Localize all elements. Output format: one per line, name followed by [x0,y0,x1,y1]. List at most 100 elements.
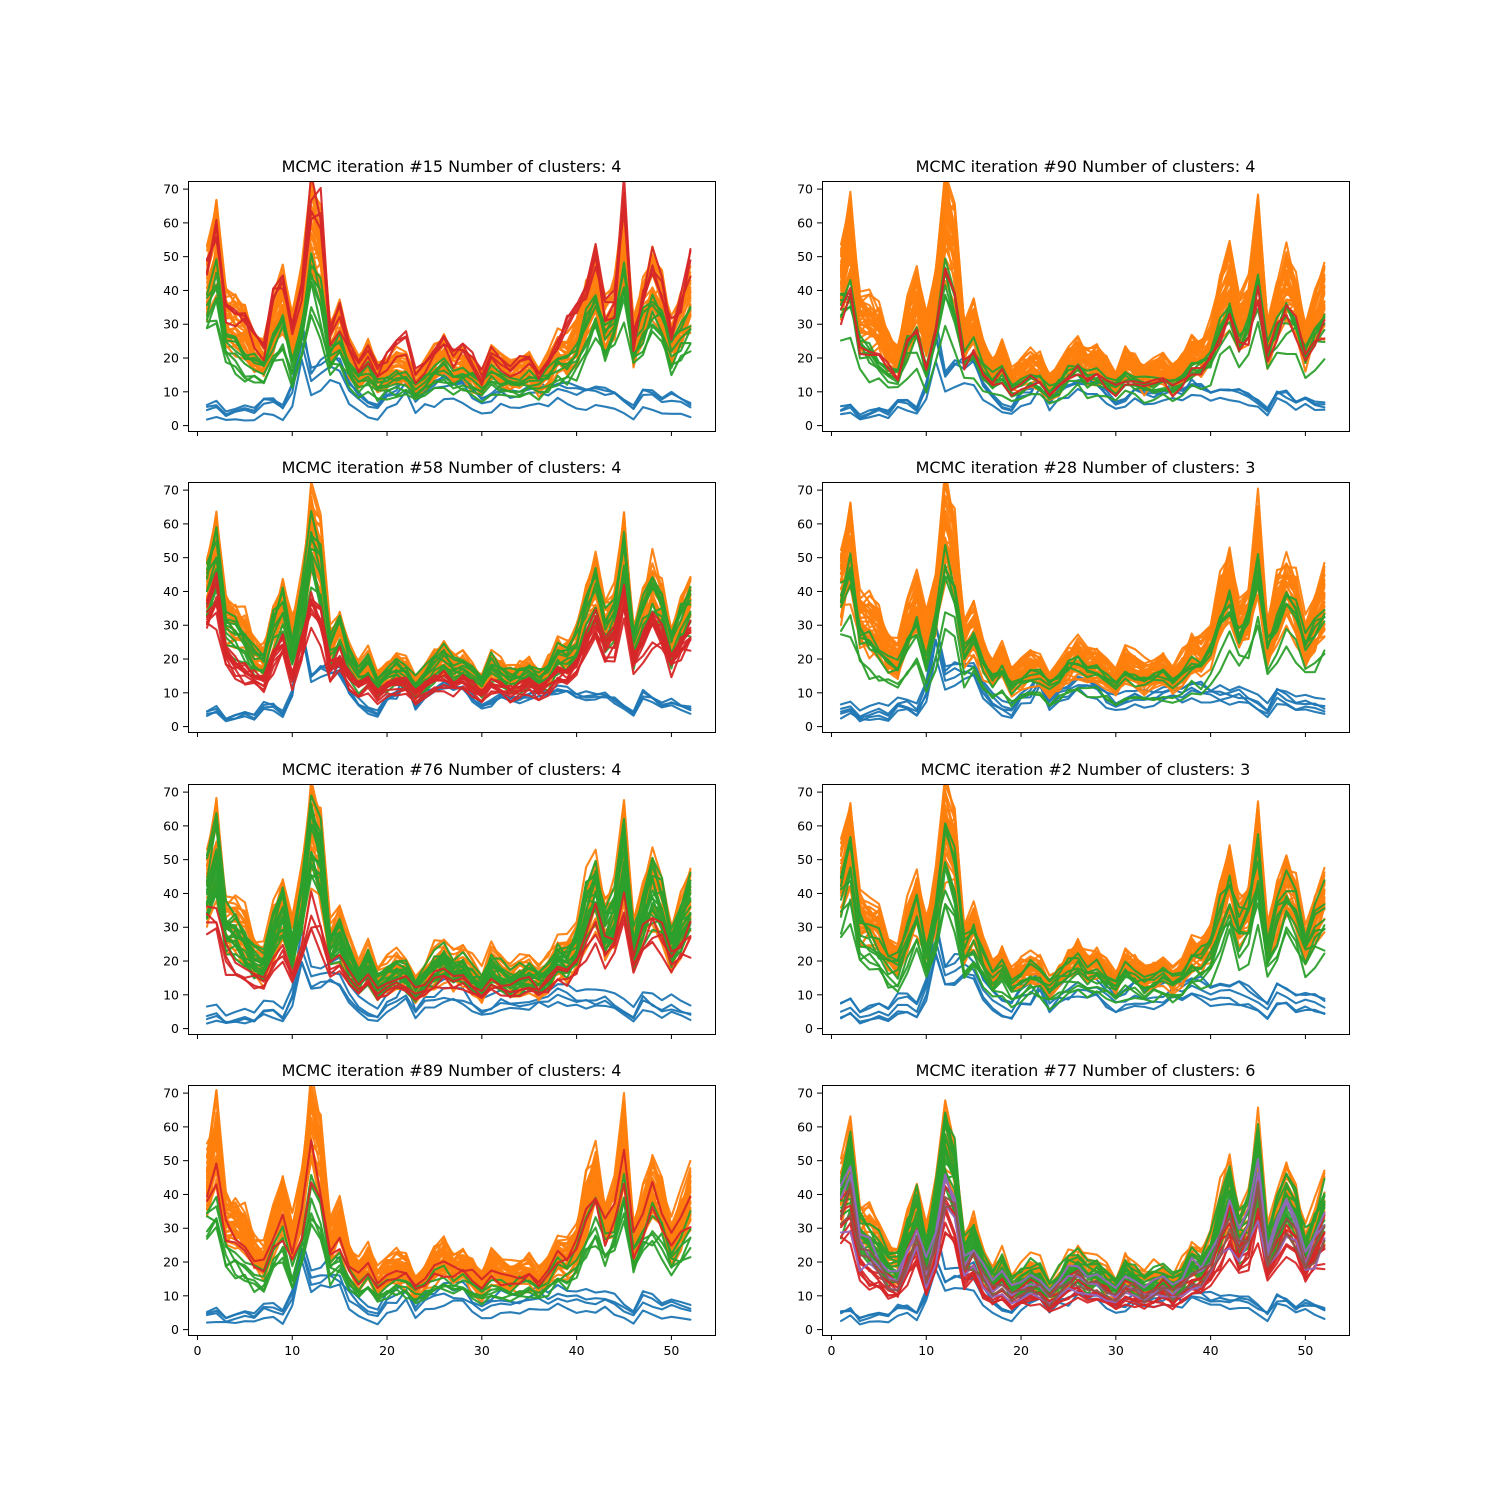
series-line [839,1221,1326,1313]
y-tick-label: 0 [171,1021,179,1036]
series-line [839,1113,1326,1291]
series-line [205,510,692,681]
series-line [839,209,1326,387]
y-tick-label: 70 [163,182,179,197]
y-tick-label: 10 [163,1288,179,1303]
y-tick-label: 30 [797,317,813,332]
y-tick-label: 20 [163,652,179,667]
series-line [839,951,1326,1025]
y-tick-label: 10 [797,685,813,700]
x-tick-label: 20 [379,1343,395,1358]
series-line [839,320,1326,405]
axes-frame [188,181,716,432]
series-lines [205,784,692,1025]
y-tick-label: 70 [797,785,813,800]
y-tick-label: 20 [163,351,179,366]
subplot-title: MCMC iteration #2 Number of clusters: 3 [921,760,1251,779]
y-tick-label: 30 [797,1221,813,1236]
series-line [205,825,692,988]
y-tick-label: 20 [797,351,813,366]
series-line [205,341,692,418]
x-tick-label: 0 [828,1343,836,1358]
subplot-iteration-90: MCMC iteration #90 Number of clusters: 4… [797,157,1350,436]
y-tick-label: 40 [797,283,813,298]
y-tick-label: 10 [797,1288,813,1303]
series-line [839,898,1326,1011]
y-tick-label: 50 [797,550,813,565]
series-line [839,1204,1326,1305]
y-tick-label: 30 [163,618,179,633]
y-tick-label: 20 [163,954,179,969]
series-line [839,624,1326,707]
y-tick-label: 60 [163,516,179,531]
axes-frame [822,482,1350,733]
y-tick-label: 70 [797,182,813,197]
x-tick-label: 10 [918,1343,934,1358]
series-line [205,961,692,1025]
y-tick-label: 10 [797,987,813,1002]
series-line [205,1100,692,1281]
series-line [839,1157,1326,1292]
y-tick-label: 60 [797,1119,813,1134]
series-lines [839,784,1326,1025]
y-tick-label: 70 [797,483,813,498]
x-tick-label: 20 [1013,1343,1029,1358]
series-line [839,563,1326,687]
series-line [205,890,692,993]
y-tick-label: 20 [797,652,813,667]
axes-frame [822,1085,1350,1336]
series-line [205,258,692,386]
y-tick-label: 40 [163,1187,179,1202]
y-tick-label: 40 [163,886,179,901]
series-lines [839,181,1326,421]
series-line [205,919,692,1001]
series-line [839,953,1326,1023]
series-line [839,822,1326,983]
series-line [205,960,692,1025]
y-tick-label: 20 [797,954,813,969]
y-tick-label: 0 [805,1021,813,1036]
series-line [839,1187,1326,1307]
series-line [205,1248,692,1323]
y-tick-label: 20 [797,1255,813,1270]
axes-frame [188,482,716,733]
y-tick-label: 0 [171,418,179,433]
y-tick-label: 50 [163,550,179,565]
y-tick-label: 60 [163,818,179,833]
y-tick-label: 50 [797,249,813,264]
y-tick-label: 30 [163,920,179,935]
y-tick-label: 50 [163,852,179,867]
series-line [839,861,1326,995]
y-tick-label: 50 [797,1153,813,1168]
series-line [839,1120,1326,1286]
series-line [205,1198,692,1305]
y-tick-label: 40 [163,283,179,298]
subplot-iteration-89: MCMC iteration #89 Number of clusters: 4… [163,1061,716,1358]
series-line [839,655,1326,722]
x-tick-label: 0 [194,1343,202,1358]
series-line [839,830,1326,995]
series-line [839,1181,1326,1298]
axes-frame [822,181,1350,432]
y-tick-label: 20 [163,1255,179,1270]
series-line [839,193,1326,385]
y-tick-label: 60 [797,818,813,833]
series-lines [839,1099,1326,1326]
subplot-iteration-76: MCMC iteration #76 Number of clusters: 4… [163,760,716,1039]
y-tick-label: 60 [797,215,813,230]
axes-frame [188,784,716,1035]
series-lines [839,482,1326,723]
subplot-iteration-58: MCMC iteration #58 Number of clusters: 4… [163,458,716,737]
series-line [839,188,1326,377]
y-tick-label: 60 [163,215,179,230]
series-line [839,516,1326,684]
x-tick-label: 30 [474,1343,490,1358]
y-tick-label: 60 [797,516,813,531]
x-tick-label: 50 [663,1343,679,1358]
subplot-title: MCMC iteration #58 Number of clusters: 4 [282,458,622,477]
subplot-title: MCMC iteration #28 Number of clusters: 3 [916,458,1256,477]
y-tick-label: 0 [805,719,813,734]
x-tick-label: 10 [284,1343,300,1358]
series-line [205,534,692,688]
subplot-title: MCMC iteration #89 Number of clusters: 4 [282,1061,622,1080]
